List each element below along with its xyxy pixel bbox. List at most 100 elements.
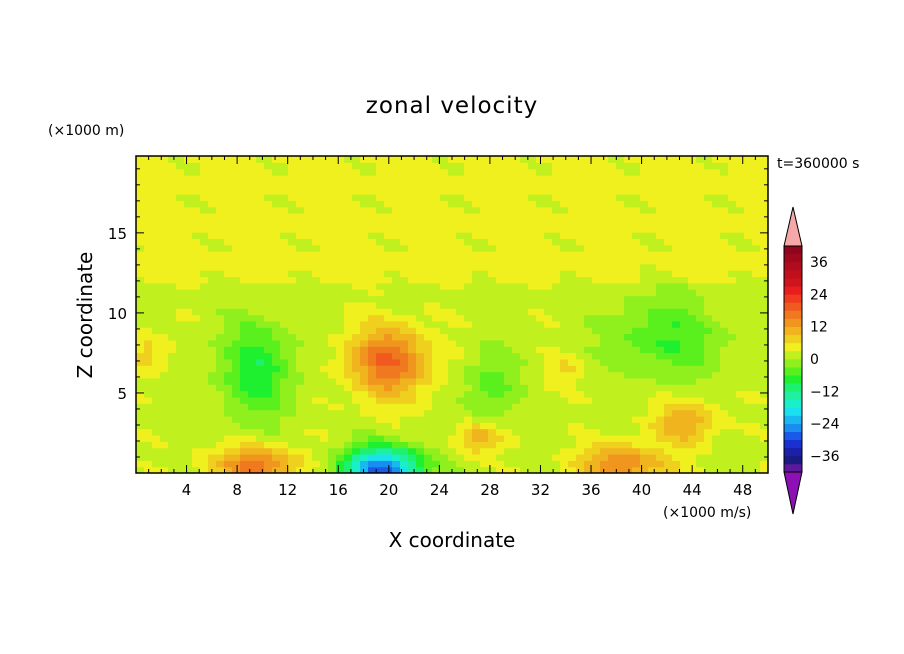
contour-cell (616, 447, 625, 455)
contour-cell (560, 346, 569, 354)
contour-cell (464, 187, 473, 195)
contour-cell (752, 175, 761, 182)
contour-cell (688, 238, 697, 246)
contour-cell (616, 181, 625, 189)
contour-cell (200, 453, 209, 461)
contour-cell (544, 352, 553, 360)
contour-cell (608, 200, 617, 208)
contour-cell (192, 447, 201, 455)
contour-cell (560, 232, 569, 240)
contour-cell (344, 276, 353, 284)
contour-cell (312, 257, 321, 265)
contour-cell (256, 213, 265, 220)
contour-cell (648, 289, 657, 297)
colorbar-swatch (784, 447, 802, 457)
contour-cell (176, 377, 185, 385)
contour-cell (320, 320, 329, 328)
contour-cell (344, 175, 353, 182)
contour-cell (360, 320, 369, 328)
contour-cell (360, 156, 369, 163)
contour-cell (720, 428, 729, 436)
contour-cell (584, 320, 593, 328)
contour-cell (168, 244, 177, 252)
contour-cell (448, 238, 457, 246)
contour-cell (696, 308, 705, 316)
contour-cell (392, 460, 401, 468)
contour-cell (240, 358, 249, 366)
contour-cell (736, 206, 745, 214)
contour-cell (224, 409, 233, 417)
colorbar-swatch (784, 302, 802, 311)
contour-cell (688, 358, 697, 366)
contour-cell (432, 453, 441, 461)
contour-cell (304, 441, 313, 449)
contour-cell (144, 365, 153, 373)
contour-cell (376, 270, 385, 278)
contour-cell (184, 466, 193, 473)
contour-cell (704, 301, 713, 309)
contour-cell (688, 403, 697, 411)
x-tick-label: 16 (329, 481, 348, 499)
contour-cell (336, 390, 345, 398)
contour-cell (680, 409, 689, 417)
contour-cell (408, 270, 417, 278)
contour-cell (496, 371, 505, 379)
contour-cell (288, 301, 297, 309)
contour-cell (168, 282, 177, 290)
contour-cell (240, 162, 249, 170)
contour-cell (464, 156, 473, 163)
contour-cell (176, 441, 185, 449)
contour-cell (704, 428, 713, 436)
contour-cell (520, 251, 529, 259)
contour-cell (224, 289, 233, 297)
contour-cell (408, 441, 417, 449)
contour-cell (216, 447, 225, 455)
contour-cell (200, 276, 209, 284)
contour-cell (600, 187, 609, 195)
contour-cell (288, 244, 297, 252)
contour-cell (680, 434, 689, 442)
contour-cell (512, 339, 521, 347)
contour-cell (200, 466, 209, 473)
contour-cell (320, 276, 329, 284)
contour-cell (168, 263, 177, 271)
contour-cell (568, 295, 577, 303)
contour-cell (368, 377, 377, 385)
contour-cell (440, 251, 449, 259)
contour-cell (496, 415, 505, 423)
contour-cell (664, 295, 673, 303)
contour-cell (368, 409, 377, 417)
contour-cell (696, 175, 705, 182)
contour-cell (384, 168, 393, 176)
contour-cell (640, 308, 649, 316)
contour-cell (160, 453, 169, 461)
contour-cell (384, 352, 393, 360)
contour-cell (480, 314, 489, 322)
contour-cell (504, 396, 513, 404)
contour-cell (288, 358, 297, 366)
contour-cell (656, 346, 665, 354)
contour-cell (512, 308, 521, 316)
contour-cell (520, 181, 529, 189)
contour-cell (216, 213, 225, 220)
contour-cell (344, 270, 353, 278)
contour-cell (576, 282, 585, 290)
contour-cell (624, 301, 633, 309)
contour-cell (344, 219, 353, 227)
contour-cell (720, 346, 729, 354)
contour-cell (544, 314, 553, 322)
contour-cell (744, 276, 753, 284)
contour-cell (544, 244, 553, 252)
contour-cell (656, 213, 665, 220)
contour-cell (336, 346, 345, 354)
contour-cell (328, 168, 337, 176)
colorbar-tick-label: 36 (810, 255, 828, 271)
contour-cell (672, 187, 681, 195)
contour-cell (752, 466, 761, 473)
contour-cell (176, 415, 185, 423)
contour-cell (432, 270, 441, 278)
contour-cell (232, 282, 241, 290)
contour-cell (512, 390, 521, 398)
contour-cell (272, 384, 281, 392)
contour-cell (696, 409, 705, 417)
